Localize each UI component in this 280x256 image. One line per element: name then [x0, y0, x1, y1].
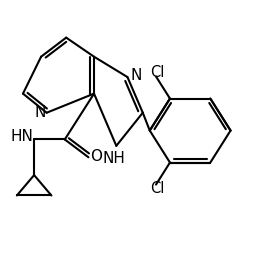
Text: N: N: [34, 105, 45, 120]
Text: N: N: [131, 68, 142, 83]
Text: NH: NH: [102, 151, 125, 166]
Text: Cl: Cl: [150, 181, 165, 196]
Text: Cl: Cl: [150, 65, 165, 80]
Text: O: O: [90, 149, 102, 164]
Text: HN: HN: [11, 130, 34, 144]
